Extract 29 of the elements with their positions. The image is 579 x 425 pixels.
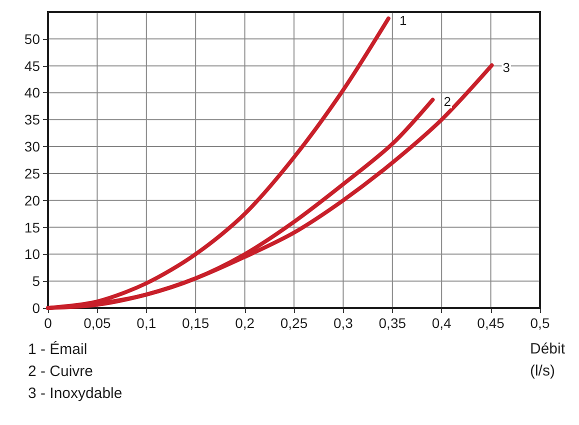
text: 3 - Inoxydable <box>28 385 122 402</box>
x-tick-label: 0,4 <box>432 315 452 331</box>
text: 2 - Cuivre <box>28 363 94 380</box>
x-tick-label: 0,5 <box>530 315 550 331</box>
x-tick-label: 0,25 <box>280 315 308 331</box>
y-tick-label: 30 <box>24 138 40 155</box>
y-tick-label: 25 <box>24 165 40 182</box>
x-tick-label: 0,1 <box>136 315 156 331</box>
x-axis-title: Débit (l/s) <box>530 340 566 380</box>
y-tick-label: 0 <box>32 300 40 316</box>
x-tick-label: 0,05 <box>84 315 112 331</box>
x-tick-label: 0,2 <box>235 315 255 331</box>
y-tick-label: 5 <box>32 273 40 290</box>
x-tick-label: 0,15 <box>182 315 210 331</box>
y-tick-label: 10 <box>24 246 40 262</box>
y-tick-label: 40 <box>24 84 40 101</box>
series-label: 2 <box>444 94 451 110</box>
x-tick-label: 0,35 <box>378 315 406 331</box>
x-tick-label: 0,45 <box>477 315 505 331</box>
series-label: 3 <box>502 60 510 75</box>
x-tick-label: 0,3 <box>333 315 354 331</box>
y-tick-label: 50 <box>24 30 40 47</box>
y-tick-label: 20 <box>24 192 40 208</box>
y-tick-label: 15 <box>24 219 40 236</box>
y-tick-label: 35 <box>24 112 40 128</box>
y-tick-label: 45 <box>24 58 40 74</box>
x-tick-label: 0 <box>44 315 52 331</box>
series-label: 1 <box>399 12 407 28</box>
text: 1 - Émail <box>28 340 88 358</box>
